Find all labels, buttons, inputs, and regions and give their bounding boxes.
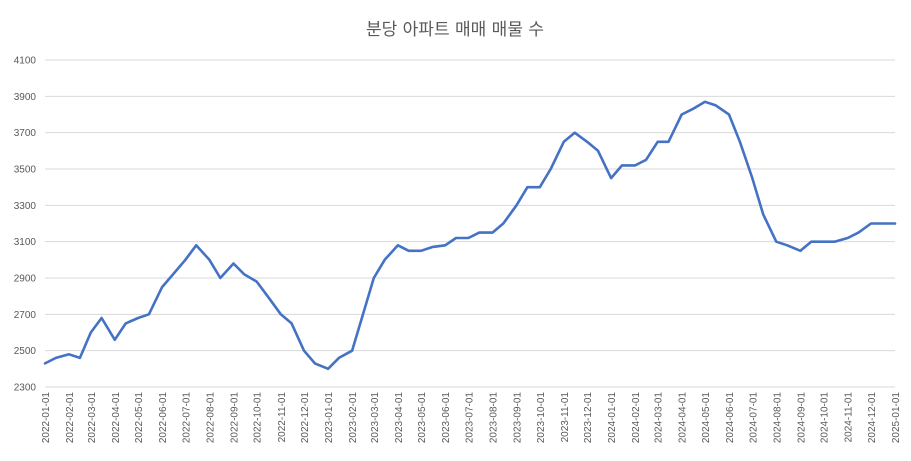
x-tick-label: 2024-06-01 bbox=[725, 392, 736, 444]
x-tick-label: 2023-06-01 bbox=[441, 392, 452, 444]
y-tick-label: 3300 bbox=[14, 201, 37, 212]
x-tick-label: 2024-09-01 bbox=[796, 392, 807, 444]
x-tick-label: 2024-07-01 bbox=[748, 392, 759, 444]
x-tick-label: 2022-11-01 bbox=[277, 392, 288, 443]
x-tick-label: 2023-08-01 bbox=[488, 392, 499, 444]
y-tick-label: 2500 bbox=[14, 346, 37, 357]
x-tick-label: 2024-05-01 bbox=[701, 392, 712, 444]
x-tick-label: 2023-03-01 bbox=[370, 392, 381, 444]
x-tick-label: 2024-02-01 bbox=[631, 392, 642, 444]
x-tick-label: 2023-11-01 bbox=[560, 392, 571, 443]
x-tick-label: 2022-07-01 bbox=[181, 392, 192, 444]
y-tick-label: 2300 bbox=[14, 383, 37, 394]
y-tick-label: 2900 bbox=[14, 274, 37, 285]
x-tick-label: 2022-10-01 bbox=[253, 392, 264, 444]
x-tick-label: 2022-08-01 bbox=[205, 392, 216, 444]
y-tick-label: 3500 bbox=[14, 165, 37, 176]
y-tick-label: 2700 bbox=[14, 310, 37, 321]
x-tick-label: 2022-05-01 bbox=[134, 392, 145, 444]
x-tick-label: 2022-04-01 bbox=[111, 392, 122, 444]
x-tick-label: 2023-07-01 bbox=[464, 392, 475, 444]
y-tick-label: 3900 bbox=[14, 92, 37, 103]
x-tick-label: 2022-06-01 bbox=[158, 392, 169, 444]
x-tick-label: 2022-02-01 bbox=[65, 392, 76, 444]
x-tick-label: 2024-08-01 bbox=[772, 392, 783, 444]
x-tick-label: 2025-01-01 bbox=[891, 392, 902, 444]
x-tick-label: 2024-12-01 bbox=[867, 392, 878, 444]
x-tick-label: 2023-05-01 bbox=[417, 392, 428, 444]
chart-title: 분당 아파트 매매 매물 수 bbox=[366, 20, 544, 40]
gridlines bbox=[45, 59, 895, 388]
y-tick-label: 3100 bbox=[14, 237, 37, 248]
x-tick-label: 2023-04-01 bbox=[394, 392, 405, 444]
y-axis-tick-labels: 2300 2500 2700 2900 3100 3300 3500 3700 3900 4100 bbox=[14, 56, 37, 394]
x-tick-label: 2022-09-01 bbox=[229, 392, 240, 444]
y-tick-label: 4100 bbox=[14, 56, 37, 67]
x-tick-label: 2022-03-01 bbox=[87, 392, 98, 444]
y-tick-label: 3700 bbox=[14, 128, 37, 139]
x-tick-label: 2022-01-01 bbox=[41, 392, 52, 444]
x-tick-label: 2024-10-01 bbox=[820, 392, 831, 444]
series-layer bbox=[43, 100, 897, 371]
x-tick-label: 2022-12-01 bbox=[300, 392, 311, 444]
x-tick-label: 2023-10-01 bbox=[536, 392, 547, 444]
series-line bbox=[43, 100, 897, 371]
x-tick-label: 2023-09-01 bbox=[513, 392, 524, 444]
x-axis-tick-labels: 2022-01-01 2022-02-01 2022-03-01 2022-04-01… bbox=[41, 392, 902, 444]
x-tick-label: 2023-12-01 bbox=[583, 392, 594, 444]
x-tick-label: 2024-04-01 bbox=[678, 392, 689, 444]
x-tick-label: 2024-03-01 bbox=[654, 392, 665, 444]
x-tick-label: 2024-11-01 bbox=[844, 392, 855, 443]
x-tick-label: 2023-02-01 bbox=[348, 392, 359, 444]
x-tick-label: 2024-01-01 bbox=[607, 392, 618, 444]
x-tick-label: 2023-01-01 bbox=[324, 392, 335, 444]
